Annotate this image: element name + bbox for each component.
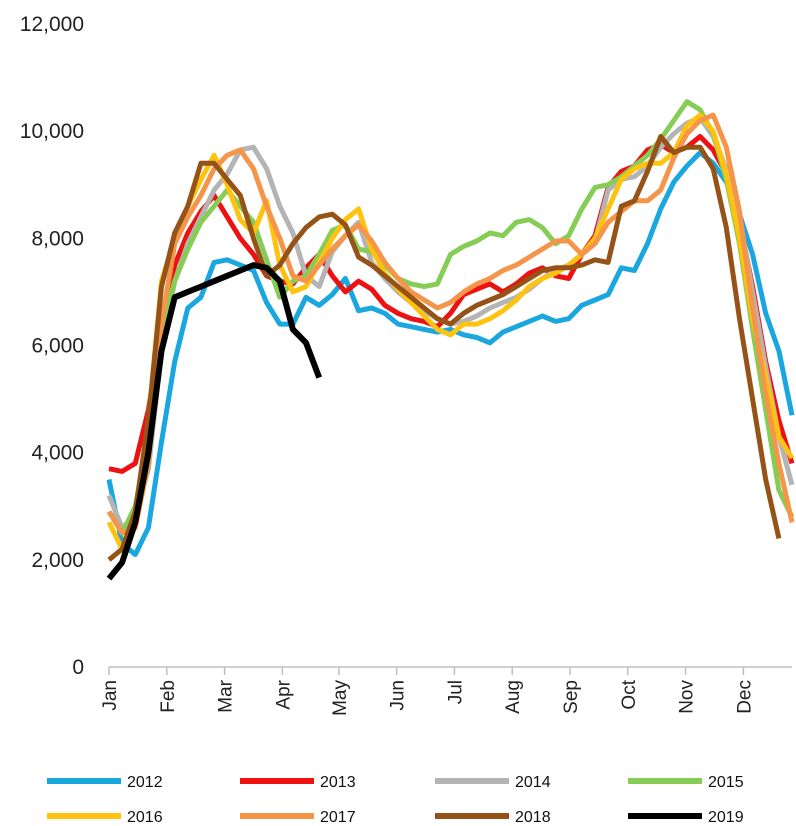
- x-axis-ticks: Jan Feb Mar Apr May Jun Jul Aug Sep Oct Nov Dec: [100, 667, 755, 716]
- x-tick-label: Jan: [100, 680, 121, 711]
- y-tick-label: 12,000: [20, 13, 84, 36]
- legend-label-2017: 2017: [320, 809, 356, 826]
- legend-label-2012: 2012: [127, 774, 163, 791]
- x-tick-label: May: [330, 680, 351, 716]
- y-tick-label: 6,000: [31, 335, 84, 358]
- legend-label-2016: 2016: [127, 809, 163, 826]
- x-tick-label: Apr: [273, 679, 294, 709]
- y-tick-label: 4,000: [31, 442, 84, 465]
- y-tick-label: 10,000: [20, 120, 84, 143]
- legend-label-2013: 2013: [320, 774, 356, 791]
- y-tick-label: 2,000: [31, 549, 84, 572]
- x-tick-label: Feb: [158, 680, 179, 713]
- y-tick-label: 8,000: [31, 227, 84, 250]
- y-axis-ticks: 0 2,000 4,000 6,000 8,000 10,000 12,000: [20, 13, 84, 679]
- x-tick-label: Dec: [734, 680, 755, 714]
- x-tick-label: Aug: [503, 680, 524, 714]
- legend-label-2019: 2019: [708, 809, 744, 826]
- legend-label-2014: 2014: [515, 774, 551, 791]
- series-line-2015: [106, 99, 795, 536]
- series-line-2012: [106, 150, 795, 557]
- x-tick-label: Jun: [388, 680, 409, 711]
- series-line-2016: [106, 112, 795, 552]
- x-tick-label: Nov: [677, 680, 698, 714]
- series-line-2019: [106, 262, 323, 581]
- legend-label-2018: 2018: [515, 809, 551, 826]
- legend-label-2015: 2015: [708, 774, 744, 791]
- x-tick-label: Oct: [619, 679, 640, 709]
- x-tick-label: Jul: [445, 680, 466, 704]
- x-tick-label: Mar: [216, 679, 237, 712]
- x-tick-label: Sep: [561, 680, 582, 714]
- legend: 2012 2013 2014 2015 2016 2017 2018 2019: [47, 774, 744, 826]
- y-tick-label: 0: [72, 656, 84, 679]
- series-lines: [106, 99, 795, 581]
- series-line-2018: [107, 134, 782, 562]
